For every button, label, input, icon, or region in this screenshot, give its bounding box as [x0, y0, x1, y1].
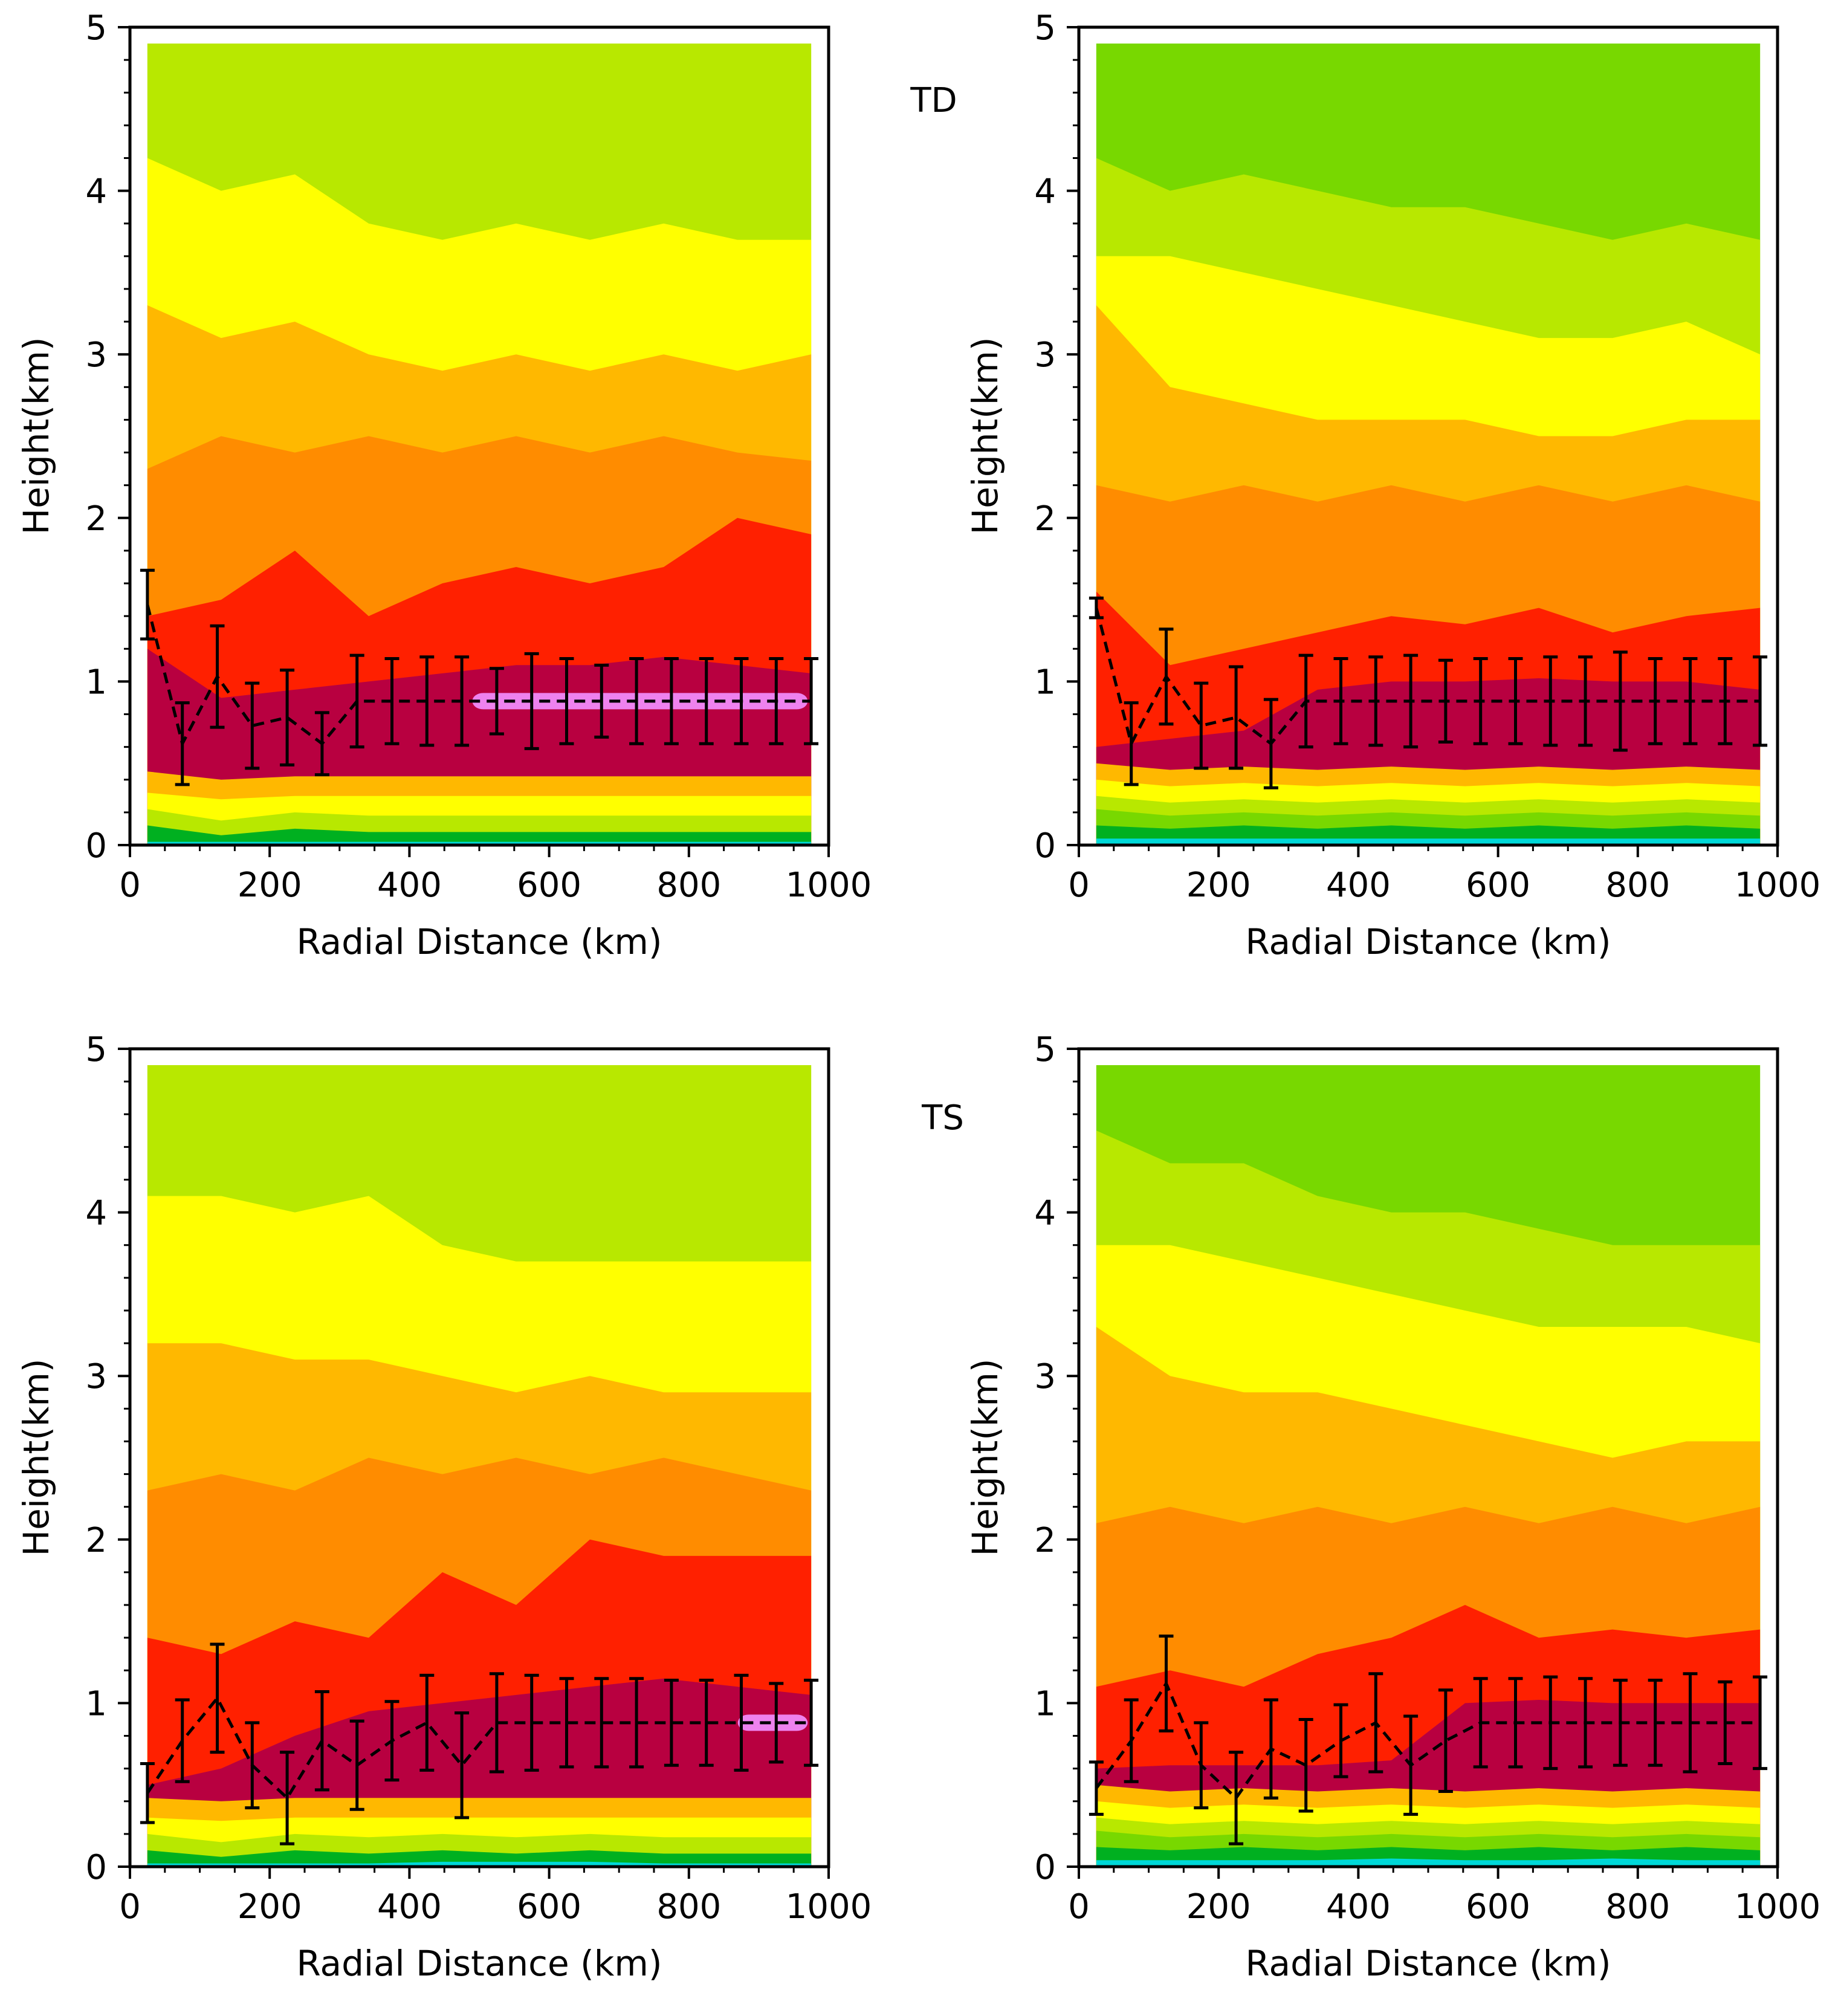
error-bar-series — [1089, 1634, 1768, 1846]
x-axis-label: Radial Distance (km) — [297, 921, 662, 962]
x-tick-label: 800 — [656, 866, 721, 905]
axis-ticks: 0 200 400 600 800 1000 0 1 2 3 4 5 — [1034, 1030, 1820, 1927]
x-tick-label: 1000 — [1735, 1887, 1821, 1927]
x-axis-label: Radial Distance (km) — [1246, 1943, 1611, 1984]
y-axis-label: Height(km) — [965, 1358, 1006, 1556]
panel-td-left: 0 200 400 600 800 1000 0 1 2 3 4 5 Radial Distance … — [16, 8, 872, 962]
x-tick-label: 400 — [1326, 1887, 1391, 1927]
x-tick-label: 600 — [517, 866, 581, 905]
mean-line — [1095, 607, 1761, 748]
contour-band-max — [737, 1714, 808, 1731]
x-tick-label: 400 — [377, 1887, 442, 1927]
x-tick-label: 0 — [119, 866, 141, 905]
y-axis-label: Height(km) — [16, 1358, 57, 1556]
x-tick-label: 400 — [377, 866, 442, 905]
y-tick-label: 5 — [85, 1030, 107, 1069]
y-tick-label: 1 — [1034, 1684, 1056, 1723]
x-tick-label: 1000 — [1735, 866, 1821, 905]
y-tick-label: 4 — [1034, 172, 1056, 212]
y-tick-label: 3 — [85, 1357, 107, 1396]
contour-band — [147, 1850, 812, 1867]
contour-field — [1096, 44, 1761, 846]
error-bar-series — [140, 568, 819, 786]
y-tick-label: 2 — [85, 1521, 107, 1560]
x-tick-label: 200 — [1186, 866, 1251, 905]
contour-band — [1096, 838, 1761, 845]
y-tick-label: 2 — [85, 499, 107, 539]
x-tick-label: 1000 — [786, 866, 872, 905]
axis-ticks: 0 200 400 600 800 1000 0 1 2 3 4 5 — [85, 8, 872, 905]
y-tick-label: 5 — [85, 8, 107, 48]
contour-band — [1096, 1858, 1761, 1867]
panel-ts-left: 0 200 400 600 800 1000 0 1 2 3 4 5 Radial Distance … — [16, 1030, 872, 1984]
panel-td-right: 0 200 400 600 800 1000 0 1 2 3 4 5 Radial Distance … — [965, 8, 1820, 962]
x-tick-label: 800 — [656, 1887, 721, 1927]
x-tick-label: 200 — [238, 866, 302, 905]
y-tick-label: 0 — [1034, 826, 1056, 866]
x-tick-label: 600 — [517, 1887, 581, 1927]
contour-band-max — [472, 693, 808, 710]
x-axis-label: Radial Distance (km) — [297, 1943, 662, 1984]
category-label-td: TD — [910, 81, 957, 120]
y-tick-label: 4 — [85, 172, 107, 212]
y-axis-label: Height(km) — [965, 337, 1006, 534]
axis-ticks: 0 200 400 600 800 1000 0 1 2 3 4 5 — [1034, 8, 1820, 905]
y-tick-label: 0 — [85, 1848, 107, 1887]
error-bar-series — [140, 1642, 819, 1846]
contour-field — [147, 1065, 812, 1867]
x-tick-label: 200 — [1186, 1887, 1251, 1927]
y-tick-label: 2 — [1034, 499, 1056, 539]
y-tick-label: 4 — [85, 1194, 107, 1233]
x-tick-label: 800 — [1605, 1887, 1670, 1927]
contour-field — [147, 44, 812, 846]
x-tick-label: 0 — [1068, 866, 1090, 905]
category-label-ts: TS — [921, 1098, 964, 1138]
contour-band — [147, 825, 812, 845]
y-tick-label: 2 — [1034, 1521, 1056, 1560]
x-tick-label: 800 — [1605, 866, 1670, 905]
y-tick-label: 0 — [1034, 1848, 1056, 1887]
x-tick-label: 600 — [1466, 866, 1530, 905]
x-axis-label: Radial Distance (km) — [1246, 921, 1611, 962]
mean-line — [146, 604, 812, 748]
y-tick-label: 5 — [1034, 8, 1056, 48]
error-bar-series — [1089, 596, 1768, 789]
x-tick-label: 200 — [238, 1887, 302, 1927]
axis-ticks: 0 200 400 600 800 1000 0 1 2 3 4 5 — [85, 1030, 872, 1927]
x-tick-label: 1000 — [786, 1887, 872, 1927]
y-tick-label: 3 — [1034, 335, 1056, 375]
y-tick-label: 1 — [85, 663, 107, 702]
y-tick-label: 1 — [85, 1684, 107, 1723]
x-tick-label: 0 — [1068, 1887, 1090, 1927]
y-tick-label: 5 — [1034, 1030, 1056, 1069]
y-tick-label: 1 — [1034, 663, 1056, 702]
y-tick-label: 4 — [1034, 1194, 1056, 1233]
x-tick-label: 600 — [1466, 1887, 1530, 1927]
mean-line — [146, 1695, 812, 1801]
x-tick-label: 400 — [1326, 866, 1391, 905]
panel-ts-right: 0 200 400 600 800 1000 0 1 2 3 4 5 Radial Distance … — [965, 1030, 1820, 1984]
y-tick-label: 0 — [85, 826, 107, 866]
y-tick-label: 3 — [85, 335, 107, 375]
contour-field — [1096, 1065, 1761, 1867]
y-axis-label: Height(km) — [16, 337, 57, 534]
x-tick-label: 0 — [119, 1887, 141, 1927]
y-tick-label: 3 — [1034, 1357, 1056, 1396]
